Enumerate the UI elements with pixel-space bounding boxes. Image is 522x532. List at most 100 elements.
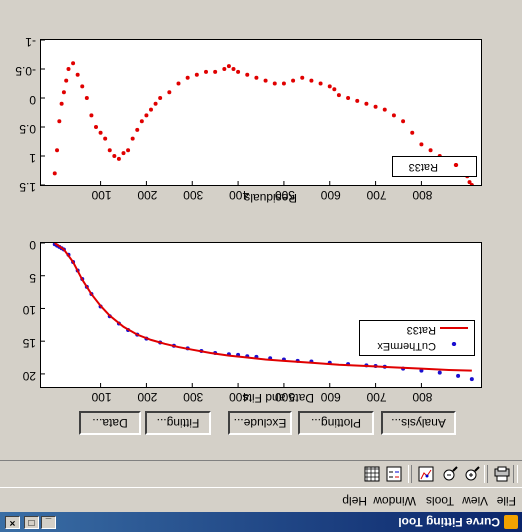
menu-file[interactable]: File xyxy=(496,494,516,508)
data-point xyxy=(64,78,69,83)
restore-button[interactable]: □ xyxy=(24,516,39,529)
y-tick-label: 0.5 xyxy=(19,122,36,136)
minimize-button[interactable]: _ xyxy=(41,516,56,529)
fit-line-rat33 xyxy=(54,243,472,372)
data-point xyxy=(94,125,98,129)
data-point xyxy=(355,98,360,103)
data-point xyxy=(84,96,89,100)
data-point xyxy=(226,64,231,69)
data-point xyxy=(55,148,60,153)
toolbar-separator xyxy=(484,465,488,483)
menu-window[interactable]: Window xyxy=(373,494,416,508)
menu-bar: File View Tools Window Help xyxy=(0,492,522,510)
data-cursor-icon[interactable] xyxy=(416,464,436,484)
y-tick-label: 0 xyxy=(29,238,36,252)
data-point xyxy=(456,373,461,378)
data-point xyxy=(52,171,57,176)
menu-help[interactable]: Help xyxy=(342,494,367,508)
fits-legend-label-cuthermex: CuThermEx xyxy=(377,340,436,352)
data-point xyxy=(149,107,153,112)
data-point xyxy=(327,84,332,89)
fits-legend[interactable]: CuThermEx Rat33 xyxy=(359,320,475,356)
exclude-button[interactable]: Exclude... xyxy=(228,411,292,435)
data-point xyxy=(98,130,103,135)
data-point xyxy=(332,87,337,92)
analysis-button[interactable]: Analysis... xyxy=(381,411,456,435)
window-title: Curve Fitting Tool xyxy=(398,515,500,529)
data-point xyxy=(103,136,108,141)
toolbar-separator xyxy=(408,465,412,483)
data-point xyxy=(144,113,149,118)
x-tick-label: 200 xyxy=(137,390,158,404)
legend-toggle-icon[interactable] xyxy=(384,464,404,484)
grid-toggle-icon[interactable] xyxy=(362,464,382,484)
data-point xyxy=(245,72,250,77)
y-tick-label: 15 xyxy=(22,336,36,351)
data-point xyxy=(222,67,227,71)
data-point xyxy=(126,148,131,153)
data-point xyxy=(66,67,71,71)
data-point xyxy=(281,81,286,86)
x-tick-label: 700 xyxy=(366,390,387,404)
data-point xyxy=(80,84,85,89)
x-tick-label: 600 xyxy=(320,390,341,404)
data-point xyxy=(89,113,94,118)
data-point xyxy=(158,96,163,100)
y-tick-label: 5 xyxy=(29,270,36,285)
data-point xyxy=(428,148,433,153)
fits-legend-label-rat33: Rat33 xyxy=(406,324,436,336)
x-tick-label: 700 xyxy=(366,188,387,202)
data-point xyxy=(437,370,442,375)
x-tick-label: 600 xyxy=(320,188,341,202)
y-tick-label: 0 xyxy=(29,93,36,107)
data-point xyxy=(469,183,474,185)
data-and-fits-axes[interactable] xyxy=(40,242,482,388)
data-point xyxy=(309,78,314,83)
data-point xyxy=(410,130,415,135)
fitting-button[interactable]: Fitting... xyxy=(145,411,211,435)
data-point xyxy=(107,148,112,153)
data-point xyxy=(61,90,66,95)
data-point xyxy=(112,154,117,158)
data-point xyxy=(130,136,135,141)
print-icon[interactable] xyxy=(492,464,512,484)
data-point xyxy=(263,78,268,83)
matlab-icon xyxy=(504,515,518,529)
data-button[interactable]: Data... xyxy=(79,411,141,435)
zoom-in-icon[interactable] xyxy=(462,464,482,484)
x-tick-label: 800 xyxy=(412,188,433,202)
residuals-axes[interactable] xyxy=(40,39,482,186)
plotting-button[interactable]: Plotting... xyxy=(298,411,374,435)
data-point xyxy=(373,104,378,109)
data-point xyxy=(382,107,387,112)
menu-tools[interactable]: Tools xyxy=(425,494,454,508)
data-point xyxy=(176,81,181,86)
data-point xyxy=(419,142,424,147)
data-point xyxy=(167,90,172,95)
data-point xyxy=(185,75,190,80)
data-point xyxy=(272,81,277,86)
residuals-legend-label-rat33: Rat33 xyxy=(408,161,438,173)
x-tick-label: 100 xyxy=(91,390,112,404)
x-tick-label: 300 xyxy=(183,188,204,202)
data-point xyxy=(116,156,121,161)
close-button[interactable]: × xyxy=(5,516,20,529)
data-point xyxy=(346,96,351,100)
y-tick-label: -1 xyxy=(25,35,36,49)
x-tick-label: 100 xyxy=(91,188,112,202)
data-point xyxy=(59,101,64,106)
data-point xyxy=(336,93,341,98)
data-point xyxy=(318,81,323,86)
x-tick-label: 400 xyxy=(229,390,250,404)
y-tick-label: 1.5 xyxy=(19,180,36,194)
data-point xyxy=(57,119,62,124)
data-point xyxy=(204,69,208,74)
residuals-legend[interactable]: Rat33 xyxy=(392,156,477,177)
x-tick-label: 500 xyxy=(274,188,295,202)
menu-view[interactable]: View xyxy=(462,494,488,508)
title-bar: Curve Fitting Tool _ □ × xyxy=(0,512,522,532)
data-point xyxy=(467,180,472,185)
data-point xyxy=(75,72,80,77)
zoom-out-icon[interactable] xyxy=(440,464,460,484)
data-point xyxy=(231,67,236,71)
